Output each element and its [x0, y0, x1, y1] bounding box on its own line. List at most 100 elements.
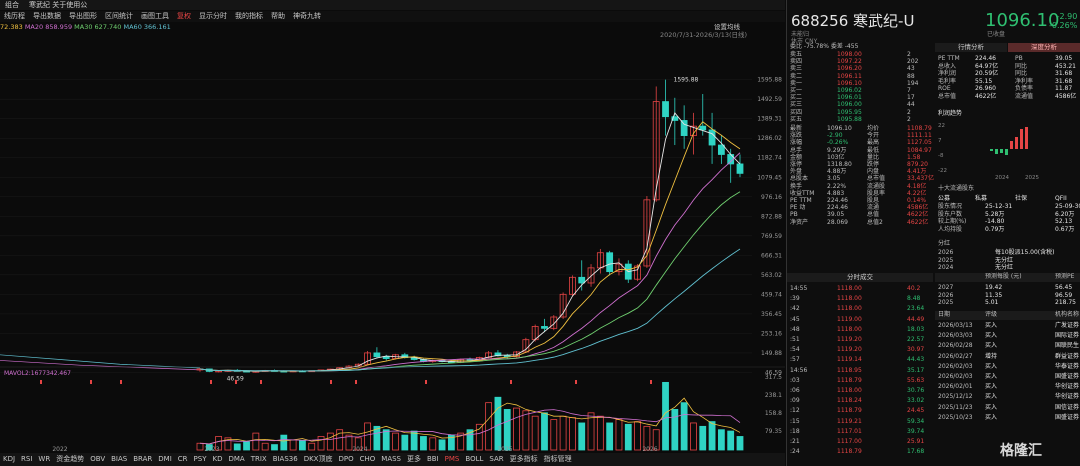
indicator-tab-5[interactable]: BIAS	[111, 455, 128, 463]
order-book-row-cell: 1096.01	[837, 94, 862, 102]
ma-settings-link[interactable]: 设置均线	[714, 23, 740, 31]
price-annotation: 1595.88	[674, 77, 699, 84]
candle-body[interactable]	[569, 276, 576, 295]
holder-row: 较上期(%) -14.80 52.13	[935, 218, 1080, 225]
toolbar-item-5[interactable]: 复权	[177, 12, 191, 20]
indicator-tab-20[interactable]: PMS	[444, 455, 460, 463]
tick-row: :18 1117.01 39.74	[787, 428, 933, 435]
indicator-tab-7[interactable]: DMI	[158, 455, 172, 463]
indicator-tab-16[interactable]: CHO	[359, 455, 376, 463]
candle-body[interactable]	[559, 293, 567, 318]
volume-bar	[345, 434, 353, 451]
indicator-tab-13[interactable]: BIAS36	[272, 455, 298, 463]
rating-row-cell: 买入	[985, 403, 998, 411]
indicator-tab-9[interactable]: PSY	[193, 455, 207, 463]
candle-body[interactable]	[662, 101, 669, 118]
volume-tick-label: 317.5	[765, 374, 782, 381]
finance-row: 毛利率 55.15 净利率 31.68	[935, 78, 1080, 85]
indicator-tab-1[interactable]: RSI	[21, 455, 33, 463]
toolbar-item-6[interactable]: 显示分时	[199, 12, 227, 20]
indicator-tab-17[interactable]: MASS	[381, 455, 401, 463]
indicator-tab-14[interactable]: DKX顶底	[303, 455, 333, 463]
toolbar-item-3[interactable]: 区间统计	[105, 12, 133, 20]
candle-body[interactable]	[550, 316, 558, 329]
toolbar-item-8[interactable]: 帮助	[271, 12, 285, 20]
indicator-tab-4[interactable]: OBV	[90, 455, 106, 463]
quote-stat-row-cell: 总股本	[790, 175, 809, 183]
candle-body[interactable]	[699, 125, 707, 131]
volume-bar	[420, 436, 427, 451]
volume-bar	[680, 402, 688, 451]
indicator-tab-11[interactable]: DMA	[228, 455, 245, 463]
quote-stat-row-cell: 涨停	[790, 161, 803, 168]
indicator-tab-6[interactable]: BRAR	[133, 455, 153, 463]
candle-body[interactable]	[615, 263, 623, 273]
toolbar-item-1[interactable]: 导出数据	[33, 12, 61, 20]
indicator-tab-8[interactable]: CR	[177, 455, 188, 463]
candle-body[interactable]	[736, 163, 744, 174]
indicator-tab-21[interactable]: BOLL	[465, 455, 484, 463]
candle-body[interactable]	[671, 116, 679, 121]
indicator-tab-3[interactable]: 资金趋势	[56, 455, 85, 463]
volume-bar	[243, 441, 250, 451]
toolbar-item-0[interactable]: 线历程	[4, 12, 25, 20]
candle-body[interactable]	[578, 276, 586, 284]
volume-bar	[587, 412, 595, 451]
top-tab-1[interactable]: 寒武纪 关于使用公	[29, 1, 88, 9]
indicator-tab-22[interactable]: SAR	[489, 455, 504, 463]
holder-row-cell: 股东户数	[938, 210, 963, 218]
candle-body[interactable]	[364, 352, 371, 365]
holder-row-cell: 0.79万	[985, 225, 1005, 233]
tick-row-cell: 1119.20	[837, 346, 862, 354]
candle-body[interactable]	[717, 144, 725, 155]
candle-body[interactable]	[680, 120, 688, 136]
candle-body[interactable]	[606, 252, 614, 273]
indicator-tab-15[interactable]: DPO	[338, 455, 354, 463]
quote-stat-row-cell: 总市值	[867, 175, 886, 183]
indicator-tab-18[interactable]: 更多	[407, 455, 421, 463]
eps-row-cell: 2026	[938, 291, 954, 299]
tick-row-cell: 1118.00	[837, 285, 862, 292]
candle-body[interactable]	[587, 267, 595, 284]
holder-head-row-cell: QFII	[1055, 195, 1067, 202]
volume-bar	[317, 436, 325, 451]
quote-stat-row: 总股本 3.05 总市值 33,437亿	[787, 175, 934, 183]
rating-row-cell: 买入	[985, 383, 998, 391]
finance-row-cell: 11.87	[1055, 85, 1073, 92]
candle-body[interactable]	[652, 101, 660, 201]
volume-bar	[615, 419, 623, 451]
toolbar-item-2[interactable]: 导出图形	[69, 12, 97, 20]
kline-chart[interactable]: 1595.88 1492.59 1389.31 1286.02 1182.74 1079.…	[0, 30, 785, 453]
toolbar-item-4[interactable]: 画图工具	[141, 12, 169, 20]
order-book-row-cell: 卖一	[790, 79, 803, 87]
finance-tab-0[interactable]: 行情分析	[935, 43, 1007, 52]
toolbar-item-9[interactable]: 神奇九转	[293, 12, 321, 20]
x-tick-label: 2026	[642, 446, 657, 453]
top-tab-0[interactable]: 组合	[5, 1, 19, 9]
profit-bar	[995, 149, 998, 154]
x-tick-label: 2025	[497, 446, 512, 453]
quote-stat-row-cell: 4.88万	[827, 168, 847, 176]
volume-bar	[457, 432, 465, 451]
quote-right-column: 行情分析 深度分析 PE TTM 224.46 PB 39.05 总收入 64.97亿 同比 45…	[935, 43, 1080, 466]
candle-body[interactable]	[382, 356, 390, 359]
indicator-tab-19[interactable]: BBI	[427, 455, 439, 463]
indicator-tab-10[interactable]: KD	[212, 455, 223, 463]
indicator-tab-12[interactable]: TRIX	[250, 455, 267, 463]
candle-body[interactable]	[708, 129, 716, 146]
indicator-tab-23[interactable]: 更多指标	[509, 455, 538, 463]
volume-bar	[606, 422, 614, 451]
candle-body[interactable]	[373, 352, 381, 358]
finance-tab-1[interactable]: 深度分析	[1008, 43, 1080, 52]
dividend-row: 2026 每10股派15.00(含税)	[935, 249, 1080, 256]
candle-body[interactable]	[690, 125, 697, 136]
indicator-tab-2[interactable]: WR	[38, 455, 51, 463]
indicator-tab-24[interactable]: 指标管理	[543, 455, 572, 463]
toolbar-item-7[interactable]: 我的指标	[235, 12, 263, 20]
candle-body[interactable]	[643, 199, 651, 267]
quote-stat-row-cell: 涨幅	[790, 139, 803, 147]
order-book-row-cell: 买三	[790, 101, 803, 109]
indicator-tab-0[interactable]: KDJ	[3, 455, 16, 463]
candle-body[interactable]	[541, 326, 548, 329]
candle-body[interactable]	[634, 265, 641, 280]
